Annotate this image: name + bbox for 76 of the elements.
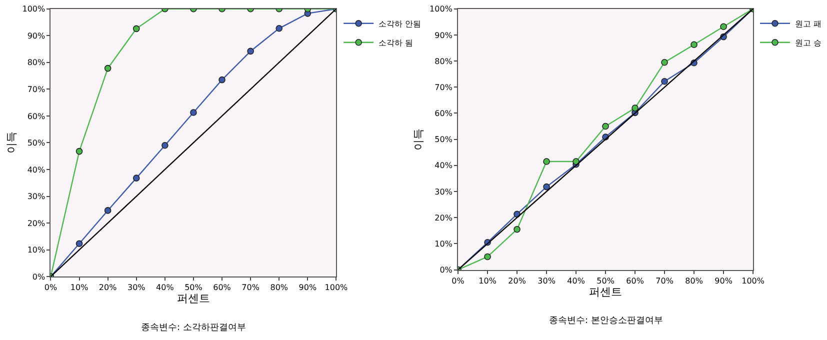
x-tick-label: 10% [478,276,497,286]
point [76,240,83,248]
x-tick-label: 30% [127,283,146,292]
y-tick-label: 60% [434,109,453,118]
x-tick-label: 10% [70,283,89,292]
point [690,41,698,48]
x-tick-label: 50% [596,276,615,286]
x-axis-title: 퍼센트 [589,285,622,298]
legend-label: 소각하 안됨 [378,19,422,28]
y-tick-label: 70% [27,84,46,94]
x-axis-title: 퍼센트 [176,292,210,306]
y-tick-label: 70% [434,82,453,92]
point [276,25,283,32]
y-tick-label: 60% [27,112,46,121]
y-tick-label: 30% [27,192,46,202]
point [190,109,197,116]
x-tick-label: 0% [452,276,465,286]
y-tick-label: 90% [434,30,453,40]
point [76,148,83,155]
x-tick-label: 40% [156,283,174,292]
point [104,207,112,214]
x-tick-label: 70% [242,283,260,292]
x-tick-label: 20% [98,283,118,292]
x-tick-label: 20% [508,276,526,286]
x-tick-label: 90% [298,283,317,292]
y-tick-label: 10% [27,246,46,255]
legend-label: 원고 승 [795,38,822,48]
point [572,158,580,165]
x-tick-label: 100% [742,276,765,286]
y-axis-title: 이득 [412,128,426,150]
point [484,253,491,260]
line-series [50,8,336,277]
point [104,64,112,72]
point [632,104,638,112]
x-tick-label: 50% [184,283,203,292]
point [132,174,140,182]
y-tick-label: 80% [434,56,453,66]
y-axis-title: 이득 [4,132,18,154]
y-tick-label: 90% [27,31,46,40]
point [602,122,609,130]
point [132,25,140,32]
x-tick-label: 60% [626,276,644,286]
y-tick-label: 40% [27,165,46,174]
x-tick-label: 40% [567,276,586,286]
point [247,48,254,55]
y-tick-label: 20% [434,213,453,222]
y-tick-label: 100% [22,4,46,14]
y-tick-label: 100% [430,4,453,14]
x-tick-label: 30% [538,276,556,286]
x-tick-label: 80% [685,276,704,286]
legend-label: 원고 패 [795,19,822,28]
point [514,226,520,233]
legend-label: 소각하 됨 [378,38,414,48]
y-tick-label: 50% [434,135,453,144]
point [162,142,168,149]
point [661,78,668,85]
text: 종속변수: 소각하판결여부 [141,323,246,333]
x-tick-label: 100% [324,283,348,292]
point [543,158,550,165]
point [720,23,727,30]
text: 종속변수: 본안승소판결여부 [549,316,663,326]
point [543,183,550,190]
y-tick-label: 40% [434,161,453,170]
point [218,76,226,84]
x-tick-label: 60% [213,283,232,292]
x-tick-label: 90% [714,276,733,286]
y-tick-label: 20% [27,218,46,228]
x-tick-label: 0% [44,283,58,292]
x-tick-label: 80% [270,283,288,292]
point [661,58,668,66]
y-tick-label: 30% [434,187,453,196]
y-tick-label: 10% [434,239,453,248]
y-tick-label: 50% [27,138,46,148]
x-tick-label: 70% [656,276,674,286]
y-tick-label: 0% [440,266,453,275]
y-tick-label: 80% [27,58,46,68]
